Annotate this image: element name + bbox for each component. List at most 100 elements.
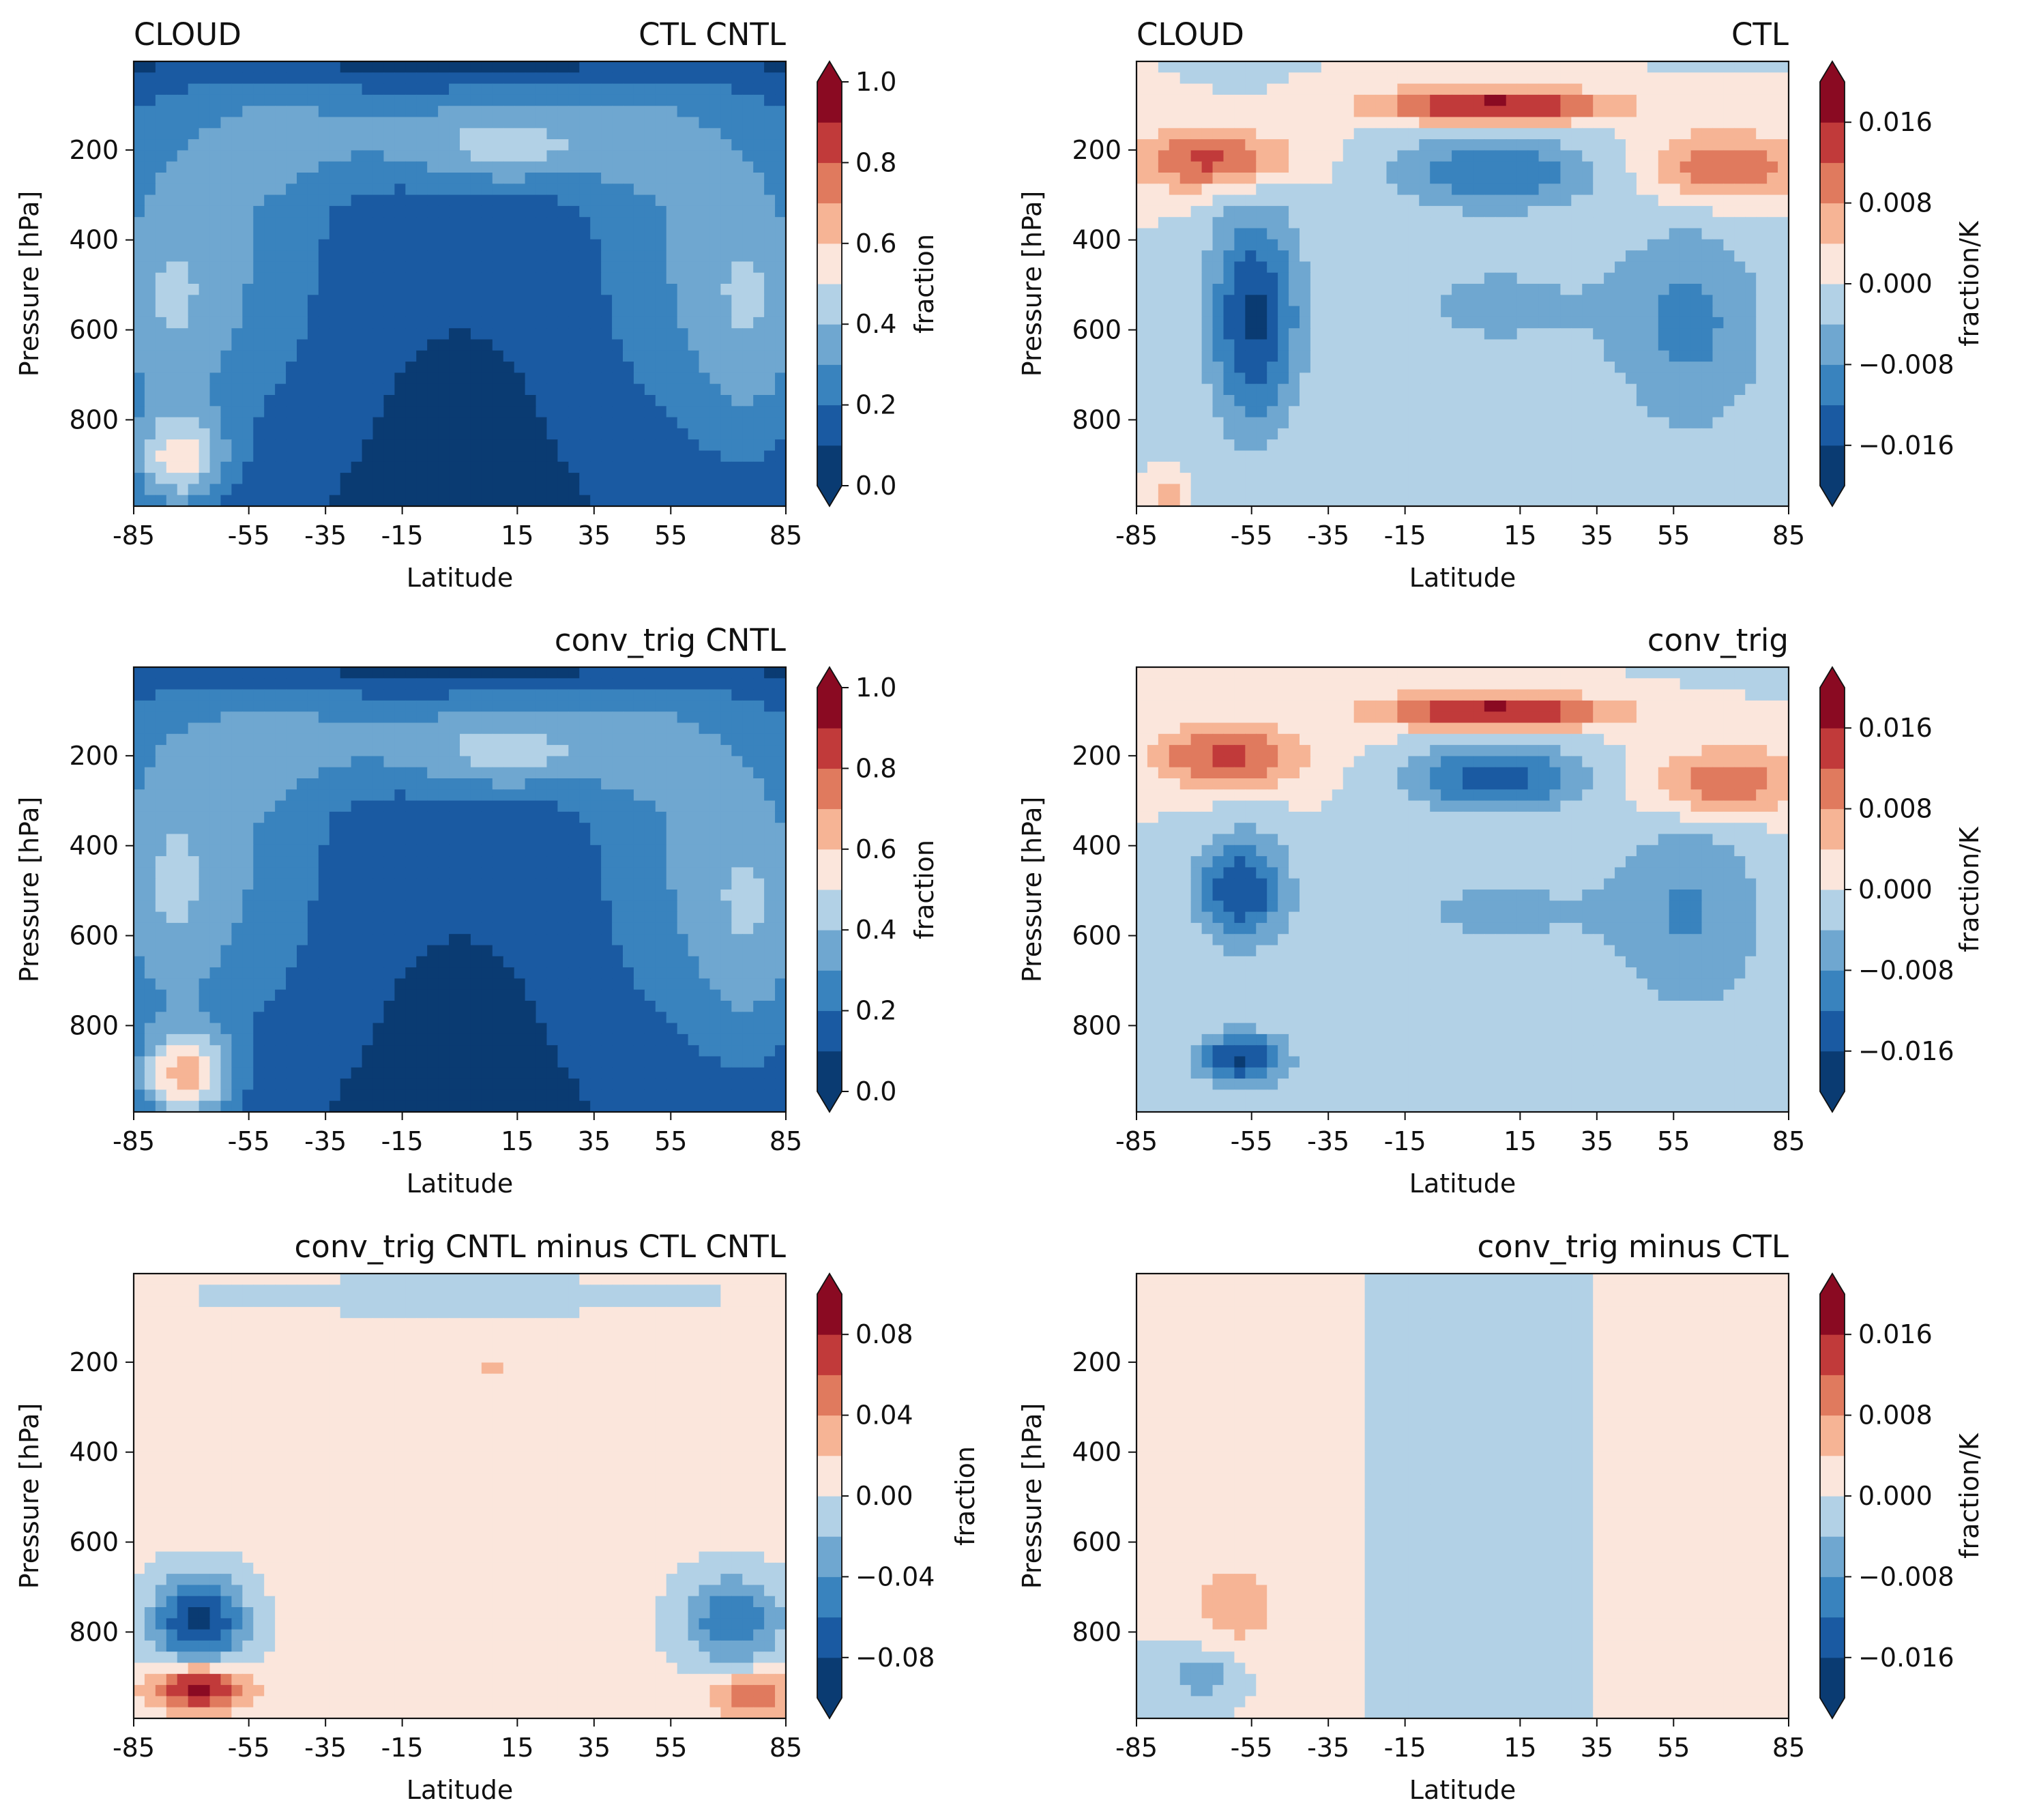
contour-cell: [1473, 328, 1485, 340]
contour-cell: [1473, 184, 1485, 196]
colorbar-segment: [1820, 405, 1845, 446]
contour-cell: [1201, 362, 1214, 373]
contour-cell: [372, 261, 385, 274]
contour-cell: [601, 272, 613, 284]
contour-cell: [1767, 239, 1778, 251]
colorbar-tick-label: 0.000: [1858, 269, 1933, 299]
contour-cell: [275, 250, 287, 262]
colorbar-extend-bottom: [1820, 486, 1845, 506]
contour-cell: [1549, 484, 1561, 496]
contour-cell: [688, 284, 700, 295]
contour-cell: [709, 117, 721, 129]
contour-cell: [1756, 239, 1768, 251]
contour-cell: [416, 117, 428, 129]
contour-cell: [1582, 339, 1594, 351]
contour-cell: [742, 272, 754, 284]
contour-cell: [297, 417, 308, 429]
contour-cell: [1136, 117, 1148, 129]
contour-cell: [416, 261, 428, 274]
contour-cell: [1669, 272, 1681, 284]
contour-cell: [1527, 194, 1540, 207]
contour-cell: [1419, 350, 1431, 362]
contour-cell: [275, 678, 287, 690]
contour-cell: [742, 94, 754, 106]
contour-cell: [1353, 328, 1366, 340]
contour-cell: [1626, 295, 1637, 307]
contour-cell: [1452, 217, 1463, 229]
contour-cell: [1723, 383, 1735, 396]
contour-cell: [1147, 217, 1159, 229]
contour-cell: [709, 106, 721, 118]
contour-cell: [394, 495, 406, 507]
contour-cell: [1636, 205, 1648, 218]
contour-cell: [1463, 362, 1474, 373]
contour-cell: [1267, 117, 1278, 129]
contour-cell: [1767, 228, 1778, 240]
contour-cell: [1767, 461, 1778, 473]
contour-cell: [1669, 239, 1681, 251]
contour-cell: [1321, 362, 1333, 373]
contour-cell: [514, 450, 526, 463]
contour-cell: [1136, 284, 1148, 295]
contour-cell: [1136, 72, 1148, 85]
contour-cell: [144, 328, 156, 340]
contour-cell: [177, 61, 189, 73]
contour-cell: [1223, 128, 1235, 140]
contour-cell: [1386, 350, 1398, 362]
contour-cell: [579, 94, 591, 106]
contour-cell: [1430, 284, 1441, 295]
contour-cell: [764, 106, 776, 118]
contour-cell: [253, 678, 265, 690]
contour-cell: [742, 428, 754, 440]
contour-cell: [1516, 406, 1529, 418]
contour-cell: [1147, 173, 1159, 184]
contour-cell: [731, 106, 743, 118]
contour-cell: [1767, 161, 1778, 173]
contour-cell: [1321, 272, 1333, 284]
contour-cell: [1615, 295, 1626, 307]
contour-cell: [753, 150, 765, 162]
contour-cell: [514, 473, 526, 484]
contour-cell: [1179, 139, 1192, 151]
contour-cell: [775, 439, 787, 452]
contour-cell: [1179, 350, 1192, 362]
contour-cell: [525, 250, 537, 262]
contour-cell: [155, 272, 167, 284]
contour-cell: [1289, 495, 1300, 507]
contour-cell: [427, 417, 439, 429]
contour-cell: [709, 150, 721, 162]
contour-cell: [481, 667, 493, 679]
contour-cell: [1549, 362, 1561, 373]
contour-cell: [394, 350, 406, 362]
contour-cell: [1615, 372, 1626, 385]
contour-cell: [1289, 61, 1300, 73]
contour-cell: [264, 395, 276, 407]
contour-cell: [177, 667, 189, 679]
contour-cell: [1364, 417, 1377, 429]
contour-cell: [155, 350, 167, 362]
contour-cell: [633, 117, 645, 129]
contour-cell: [405, 228, 417, 240]
contour-cell: [1169, 450, 1181, 463]
contour-cell: [1234, 395, 1246, 407]
contour-cell: [1321, 128, 1333, 140]
contour-cell: [753, 239, 765, 251]
contour-cell: [1343, 250, 1355, 262]
contour-cell: [1321, 284, 1333, 295]
contour-cell: [1201, 484, 1214, 496]
contour-cell: [481, 284, 493, 295]
contour-cell: [1310, 339, 1322, 351]
contour-cell: [1169, 306, 1181, 318]
contour-cell: [351, 284, 363, 295]
contour-cell: [177, 450, 189, 463]
contour-cell: [1267, 350, 1278, 362]
contour-cell: [1245, 205, 1257, 218]
contour-cell: [166, 450, 178, 463]
contour-cell: [1169, 362, 1181, 373]
contour-cell: [1756, 306, 1768, 318]
contour-cell: [709, 428, 721, 440]
contour-cell: [492, 484, 504, 496]
contour-cell: [1473, 128, 1485, 140]
contour-cell: [1201, 495, 1214, 507]
contour-cell: [1430, 173, 1441, 184]
